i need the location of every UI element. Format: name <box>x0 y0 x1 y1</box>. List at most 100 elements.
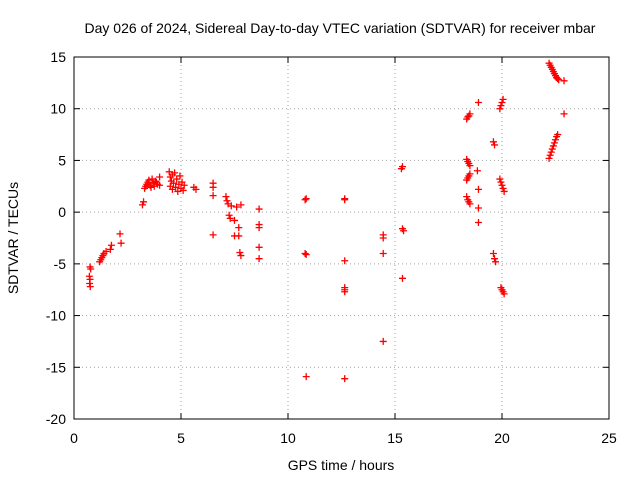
data-point-marker <box>554 75 562 83</box>
data-point-marker <box>209 183 217 191</box>
data-point-marker <box>255 205 263 213</box>
data-point-marker <box>546 151 554 159</box>
data-point-marker <box>222 193 230 201</box>
data-point-marker <box>255 224 263 232</box>
data-point-marker <box>474 99 482 107</box>
data-points <box>85 59 568 383</box>
data-point-marker <box>497 102 505 110</box>
data-point-marker <box>489 250 497 258</box>
data-point-marker <box>500 290 508 298</box>
data-point-marker <box>138 201 146 209</box>
data-point-marker <box>236 248 244 256</box>
data-point-marker <box>398 274 406 282</box>
data-point-marker <box>466 110 474 118</box>
data-point-marker <box>86 283 94 291</box>
data-point-marker <box>156 173 164 181</box>
data-point-marker <box>466 200 474 208</box>
data-point-marker <box>172 183 180 191</box>
data-point-marker <box>180 181 188 189</box>
y-tick-label: 0 <box>58 204 66 220</box>
data-point-marker <box>173 175 181 183</box>
data-point-marker <box>102 247 110 255</box>
data-point-marker <box>398 163 406 171</box>
data-point-marker <box>209 231 217 239</box>
data-point-marker <box>87 265 95 273</box>
data-point-marker <box>225 211 233 219</box>
data-point-marker <box>341 288 349 296</box>
data-point-marker <box>492 258 500 266</box>
data-point-marker <box>379 250 387 258</box>
data-point-marker <box>301 250 309 258</box>
data-point-marker <box>473 167 481 175</box>
x-tick-label: 0 <box>70 430 78 446</box>
x-tick-label: 25 <box>601 430 617 446</box>
data-point-marker <box>147 183 155 191</box>
data-point-marker <box>498 99 506 107</box>
y-tick-label: -5 <box>54 256 67 272</box>
data-point-marker <box>554 131 562 139</box>
data-point-marker <box>237 252 245 260</box>
data-point-marker <box>545 154 553 162</box>
data-point-marker <box>227 202 235 210</box>
data-point-marker <box>235 232 243 240</box>
data-point-marker <box>165 168 173 176</box>
data-point-marker <box>548 145 556 153</box>
data-point-marker <box>498 181 506 189</box>
data-point-marker <box>400 227 408 235</box>
chart-title: Day 026 of 2024, Sidereal Day-to-day VTE… <box>85 20 596 36</box>
data-point-marker <box>237 201 245 209</box>
data-point-marker <box>463 193 471 201</box>
data-point-marker <box>379 234 387 242</box>
data-point-marker <box>302 373 310 381</box>
data-point-marker <box>466 170 474 178</box>
data-point-marker <box>226 214 234 222</box>
data-point-marker <box>106 245 114 253</box>
data-point-marker <box>116 230 124 238</box>
data-point-marker <box>341 257 349 265</box>
data-point-marker <box>233 203 241 211</box>
data-point-marker <box>549 142 557 150</box>
data-point-marker <box>302 251 310 259</box>
data-point-marker <box>223 197 231 205</box>
y-axis-label: SDTVAR / TECUs <box>5 182 21 294</box>
y-tick-label: 5 <box>58 152 66 168</box>
data-point-marker <box>550 139 558 147</box>
data-point-marker <box>474 185 482 193</box>
y-tick-label: -10 <box>46 308 66 324</box>
data-point-marker <box>496 175 504 183</box>
x-tick-label: 20 <box>494 430 510 446</box>
data-point-marker <box>555 76 563 84</box>
data-point-marker <box>491 255 499 263</box>
data-point-marker <box>255 243 263 251</box>
data-point-marker <box>496 105 504 113</box>
data-point-marker <box>156 181 164 189</box>
data-point-marker <box>145 176 153 184</box>
data-point-marker <box>179 186 187 194</box>
data-point-marker <box>489 138 497 146</box>
data-point-marker <box>491 141 499 149</box>
data-point-marker <box>235 224 243 232</box>
x-axis-label: GPS time / hours <box>288 457 395 473</box>
data-point-marker <box>341 375 349 383</box>
data-point-marker <box>466 162 474 170</box>
data-point-marker <box>560 110 568 118</box>
data-point-marker <box>255 255 263 263</box>
data-point-marker <box>301 196 309 204</box>
data-point-marker <box>140 198 148 206</box>
data-point-marker <box>170 179 178 187</box>
data-point-marker <box>117 239 125 247</box>
data-point-marker <box>209 192 217 200</box>
axis-ticks: 0 5 10 15 20 25 -20 -15 -10 -5 0 5 10 15 <box>46 49 617 446</box>
data-point-marker <box>547 148 555 156</box>
data-point-marker <box>107 241 115 249</box>
y-tick-label: 15 <box>50 49 66 65</box>
data-point-marker <box>499 95 507 103</box>
data-point-marker <box>192 185 200 193</box>
data-point-marker <box>499 184 507 192</box>
data-point-marker <box>341 196 349 204</box>
data-point-marker <box>174 187 182 195</box>
y-tick-label: -15 <box>46 359 66 375</box>
data-point-marker <box>560 77 568 85</box>
data-point-marker <box>231 216 238 224</box>
data-point-marker <box>500 187 508 195</box>
